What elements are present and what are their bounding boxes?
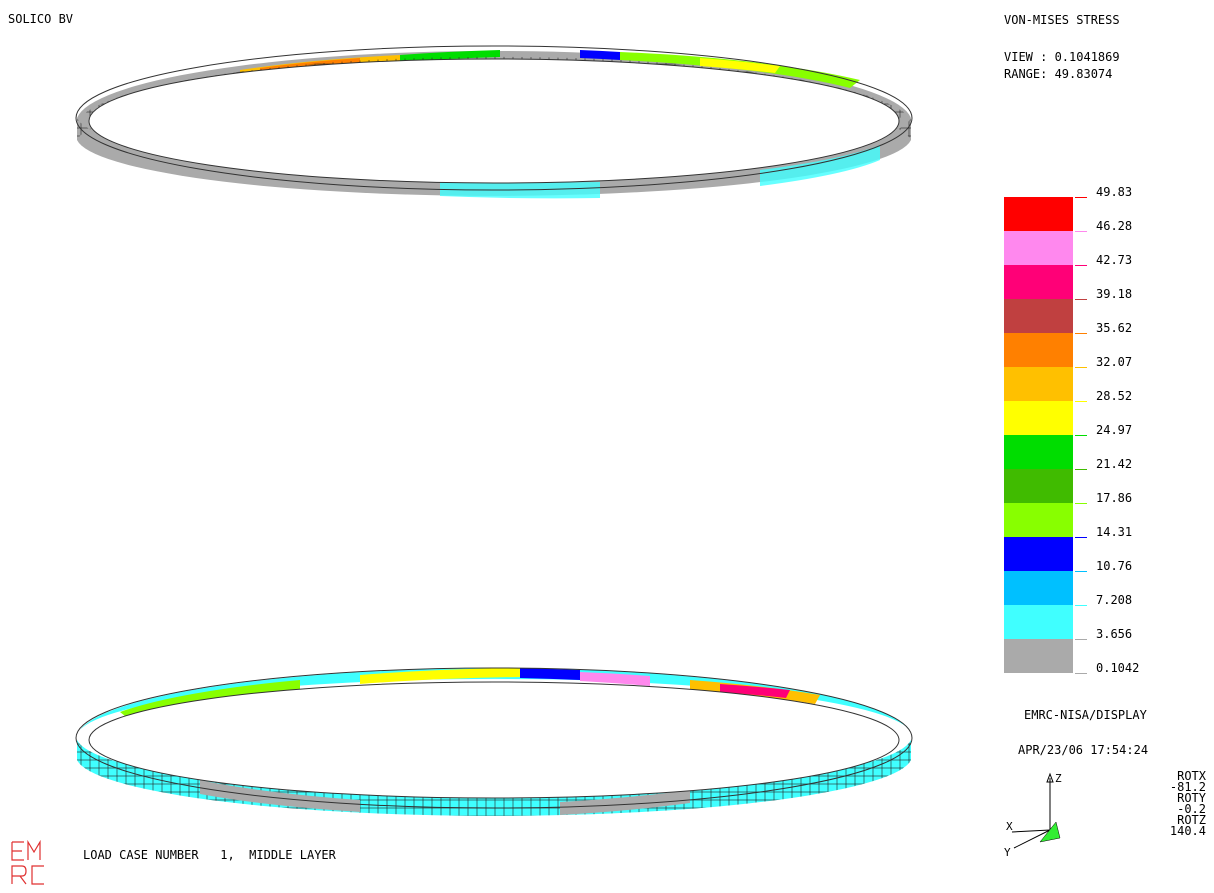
- legend-swatch: [1004, 537, 1073, 571]
- legend-label: 7.208: [1096, 593, 1133, 607]
- rotation-readout: ROTX -81.2 ROTY -0.2 ROTZ 140.4: [1146, 769, 1206, 838]
- legend-label: 28.52: [1096, 389, 1133, 403]
- legend-label: 17.86: [1096, 491, 1133, 505]
- software-label: EMRC-NISA/DISPLAY: [1024, 708, 1147, 722]
- legend-tick: [1075, 265, 1087, 266]
- legend-label: 32.07: [1096, 355, 1133, 369]
- triad-y-label: Y: [1004, 846, 1011, 859]
- legend-swatch: [1004, 605, 1073, 639]
- legend-swatch: [1004, 571, 1073, 605]
- legend-label: 21.42: [1096, 457, 1133, 471]
- legend-label: 46.28: [1096, 219, 1133, 233]
- legend-swatch: [1004, 503, 1073, 537]
- legend-tick: [1075, 197, 1087, 198]
- plot-title: VON-MISES STRESS: [1004, 13, 1120, 27]
- top-ring: [75, 45, 913, 199]
- legend-tick: [1075, 333, 1087, 334]
- legend-label-min: 0.1042: [1096, 661, 1140, 675]
- axis-triad-icon: Z X Y: [1004, 772, 1062, 859]
- legend-tick: [1075, 605, 1087, 606]
- rotx-label: ROTX: [1177, 769, 1206, 783]
- legend-tick: [1075, 639, 1087, 640]
- legend-swatch: [1004, 265, 1073, 299]
- roty-value: -0.2: [1177, 802, 1206, 816]
- rotz-label: ROTZ: [1177, 813, 1206, 827]
- emrc-logo: [11, 840, 44, 885]
- triad-z-label: Z: [1055, 772, 1062, 785]
- legend-swatch: [1004, 299, 1073, 333]
- legend-label: 49.83: [1096, 185, 1133, 199]
- legend-tick: [1075, 231, 1087, 232]
- legend-swatch: [1004, 639, 1073, 673]
- legend-swatch: [1004, 333, 1073, 367]
- legend-label: 14.31: [1096, 525, 1133, 539]
- legend-label: 3.656: [1096, 627, 1133, 641]
- legend-tick: [1075, 537, 1087, 538]
- legend-tick: [1075, 469, 1087, 470]
- legend-tick: [1075, 571, 1087, 572]
- legend-swatch: [1004, 469, 1073, 503]
- legend-tick: [1075, 367, 1087, 368]
- legend-swatch: [1004, 231, 1073, 265]
- rotz-value: 140.4: [1169, 824, 1206, 838]
- roty-label: ROTY: [1177, 791, 1206, 805]
- stress-model-view: [75, 45, 913, 816]
- timestamp-label: APR/23/06 17:54:24: [1018, 743, 1149, 757]
- legend-tick: [1075, 401, 1087, 402]
- legend-tick: [1075, 673, 1087, 674]
- legend-label: 39.18: [1096, 287, 1133, 301]
- company-label: SOLICO BV: [8, 12, 74, 26]
- legend-label: 42.73: [1096, 253, 1133, 267]
- legend-tick: [1075, 435, 1087, 436]
- legend-tick: [1075, 299, 1087, 300]
- legend-swatch: [1004, 435, 1073, 469]
- legend-tick: [1075, 503, 1087, 504]
- load-case-label: LOAD CASE NUMBER 1, MIDDLE LAYER: [83, 848, 336, 862]
- legend-label: 10.76: [1096, 559, 1133, 573]
- legend-swatch: [1004, 197, 1073, 231]
- legend-label: 24.97: [1096, 423, 1133, 437]
- legend-swatch: [1004, 367, 1073, 401]
- range-value: RANGE: 49.83074: [1004, 67, 1113, 81]
- triad-x-label: X: [1006, 820, 1013, 833]
- view-value: VIEW : 0.1041869: [1004, 50, 1120, 64]
- legend-label: 35.62: [1096, 321, 1133, 335]
- rotx-value: -81.2: [1169, 780, 1206, 794]
- legend-swatch: [1004, 401, 1073, 435]
- bottom-ring: [75, 667, 913, 816]
